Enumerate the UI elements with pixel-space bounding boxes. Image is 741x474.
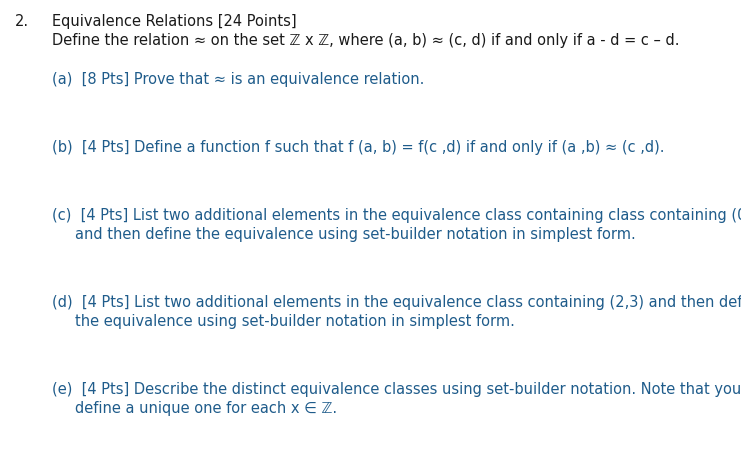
Text: and then define the equivalence using set-builder notation in simplest form.: and then define the equivalence using se… [75, 227, 636, 242]
Text: (c)  [4 Pts] List two additional elements in the equivalence class containing cl: (c) [4 Pts] List two additional elements… [52, 208, 741, 223]
Text: (d)  [4 Pts] List two additional elements in the equivalence class containing (2: (d) [4 Pts] List two additional elements… [52, 295, 741, 310]
Text: define a unique one for each x ∈ ℤ.: define a unique one for each x ∈ ℤ. [75, 401, 337, 416]
Text: Define the relation ≈ on the set ℤ x ℤ, where (a, b) ≈ (c, d) if and only if a -: Define the relation ≈ on the set ℤ x ℤ, … [52, 33, 679, 48]
Text: (a)  [8 Pts] Prove that ≈ is an equivalence relation.: (a) [8 Pts] Prove that ≈ is an equivalen… [52, 72, 425, 87]
Text: (e)  [4 Pts] Describe the distinct equivalence classes using set-builder notatio: (e) [4 Pts] Describe the distinct equiva… [52, 382, 741, 397]
Text: 2.: 2. [15, 14, 29, 29]
Text: the equivalence using set-builder notation in simplest form.: the equivalence using set-builder notati… [75, 314, 515, 329]
Text: Equivalence Relations [24 Points]: Equivalence Relations [24 Points] [52, 14, 296, 29]
Text: (b)  [4 Pts] Define a function f such that f (a, b) = f(c ,d) if and only if (a : (b) [4 Pts] Define a function f such tha… [52, 140, 665, 155]
